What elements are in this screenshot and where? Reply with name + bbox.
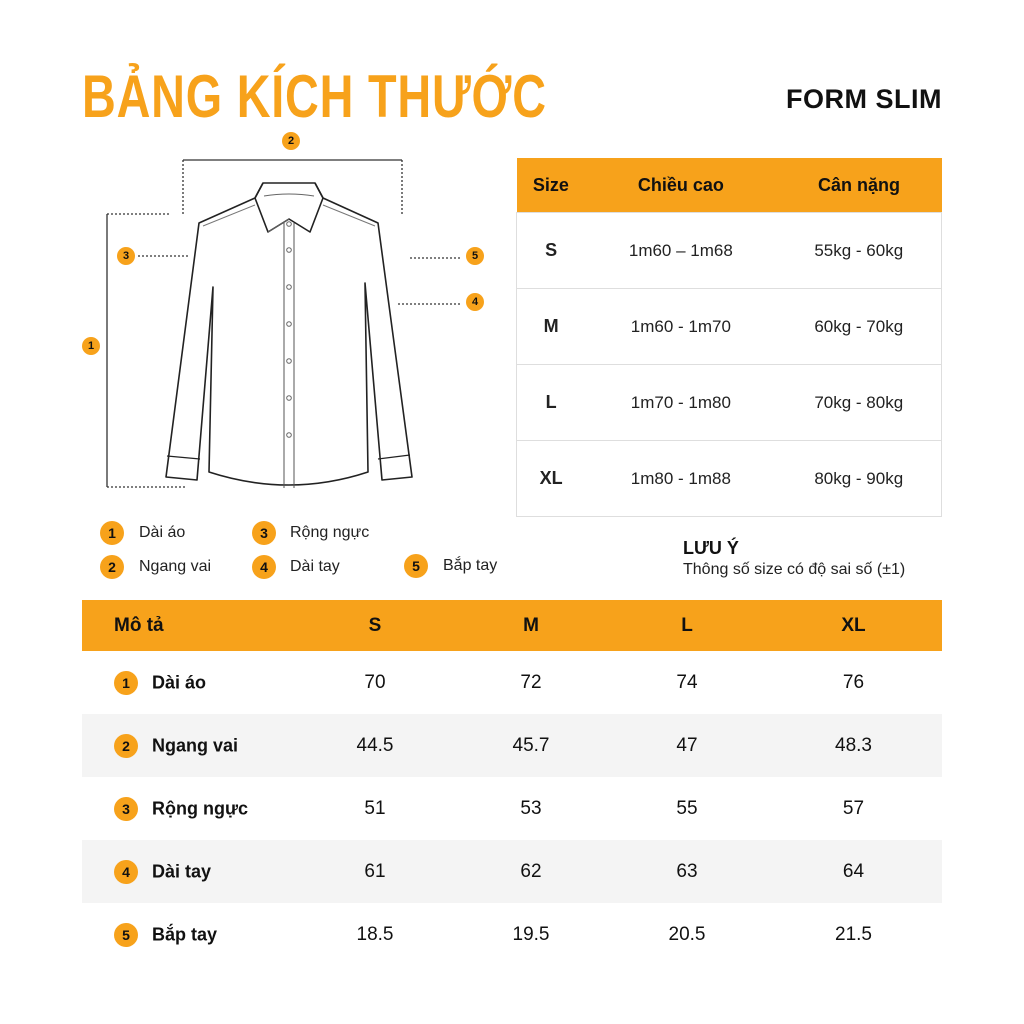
marker-1: 1	[82, 337, 100, 355]
measure-guides	[106, 159, 460, 488]
cell: 55	[676, 797, 698, 819]
table-row: 5 Bắp tay 18.5 19.5 20.5 21.5	[82, 903, 942, 966]
cell: 61	[297, 840, 453, 903]
row-label-text: Dài tay	[152, 861, 212, 881]
row-label: 2 Ngang vai	[82, 714, 297, 777]
row-badge: 4	[114, 859, 138, 884]
table-row: L 1m70 - 1m80 70kg - 80kg	[516, 364, 942, 441]
table-row: 3 Rộng ngực 51 53 55 57	[82, 777, 942, 840]
table-row: 4 Dài tay 61 62 63 64	[82, 840, 942, 903]
cell: 21.5	[835, 923, 872, 945]
table-row: 2 Ngang vai 44.5 45.7 47 48.3	[82, 714, 942, 777]
cell: 1m70 - 1m80	[585, 364, 777, 441]
marker-5: 5	[466, 247, 484, 265]
measurement-table: Mô tả S M L XL 1 Dài áo 70 72 74 76 2 Ngang vai…	[82, 600, 942, 966]
legend-label-3: Rộng ngực	[290, 524, 370, 541]
legend-label-4: Dài tay	[290, 558, 340, 575]
table-row: 1 Dài áo 70 72 74 76	[82, 651, 942, 714]
shirt-diagram	[106, 159, 460, 488]
cell: 80kg - 90kg	[776, 440, 942, 517]
cell: 76	[842, 671, 865, 693]
cell: 60kg - 70kg	[776, 288, 942, 365]
table-row: M 1m60 - 1m70 60kg - 70kg	[516, 288, 942, 365]
shirt-buttons	[286, 221, 292, 438]
row-label-text: Rộng ngực	[152, 798, 249, 818]
cell: 19.5	[512, 923, 550, 945]
note-heading: LƯU Ý	[683, 538, 739, 558]
cell: 44.5	[297, 714, 453, 777]
cell: 63	[609, 840, 765, 903]
row-label: 4 Dài tay	[82, 840, 297, 903]
row-label: 3 Rộng ngực	[82, 777, 297, 840]
cell: 45.7	[453, 714, 609, 777]
note-text: Thông số size có độ sai số (±1)	[683, 561, 906, 578]
cell: M	[516, 288, 586, 365]
header-m: M	[453, 600, 609, 651]
header-description: Mô tả	[82, 600, 297, 651]
row-label: 1 Dài áo	[82, 651, 297, 714]
row-label-text: Ngang vai	[152, 735, 239, 755]
cell: 72	[520, 671, 542, 693]
header-height: Chiều cao	[585, 158, 777, 213]
cell: 1m60 – 1m68	[585, 212, 777, 289]
cell: 57	[842, 797, 865, 819]
marker-2: 2	[282, 132, 300, 150]
cell: 1m80 - 1m88	[585, 440, 777, 517]
header-s: S	[297, 600, 453, 651]
cell: 51	[364, 797, 386, 819]
legend-label-1: Dài áo	[139, 524, 186, 541]
cell: 53	[520, 797, 542, 819]
cell: XL	[516, 440, 586, 517]
shirt-outline	[165, 182, 413, 488]
cell: 62	[453, 840, 609, 903]
legend-badge-5: 5	[404, 554, 428, 578]
header-weight: Cân nặng	[776, 158, 942, 213]
legend-badge-3: 3	[252, 521, 276, 545]
header-xl: XL	[765, 600, 942, 651]
row-badge: 3	[114, 796, 138, 821]
cell: 47	[609, 714, 765, 777]
cell: 1m60 - 1m70	[585, 288, 777, 365]
table-header: Mô tả S M L XL	[82, 600, 942, 651]
marker-3: 3	[117, 247, 135, 265]
cell: S	[516, 212, 586, 289]
row-badge: 1	[114, 670, 138, 695]
cell: 55kg - 60kg	[776, 212, 942, 289]
cell: 18.5	[356, 923, 394, 945]
row-badge: 2	[114, 733, 138, 758]
cell: 64	[765, 840, 942, 903]
cell: 74	[676, 671, 698, 693]
table-row: XL 1m80 - 1m88 80kg - 90kg	[516, 440, 942, 517]
table-row: S 1m60 – 1m68 55kg - 60kg	[516, 212, 942, 289]
legend-label-2: Ngang vai	[139, 558, 212, 575]
row-badge: 5	[114, 922, 138, 947]
size-table: Size Chiều cao Cân nặng S 1m60 – 1m68 55kg…	[516, 158, 942, 517]
cell: 70kg - 80kg	[776, 364, 942, 441]
row-label: 5 Bắp tay	[82, 903, 297, 966]
legend-badge-2: 2	[100, 555, 124, 579]
legend-label-5: Bắp tay	[443, 557, 498, 574]
form-label: FORM SLIM	[786, 84, 942, 114]
cell: L	[516, 364, 586, 441]
cell: 48.3	[765, 714, 942, 777]
header-size: Size	[516, 158, 586, 213]
cell: 20.5	[668, 923, 706, 945]
cell: 70	[364, 671, 386, 693]
legend-badge-1: 1	[100, 521, 124, 545]
header-l: L	[609, 600, 765, 651]
row-label-text: Bắp tay	[152, 924, 218, 944]
page-title: BẢNG KÍCH THƯỚC	[82, 63, 547, 130]
row-label-text: Dài áo	[152, 672, 207, 692]
marker-4: 4	[466, 293, 484, 311]
table-header: Size Chiều cao Cân nặng	[516, 158, 942, 213]
legend-badge-4: 4	[252, 555, 276, 579]
